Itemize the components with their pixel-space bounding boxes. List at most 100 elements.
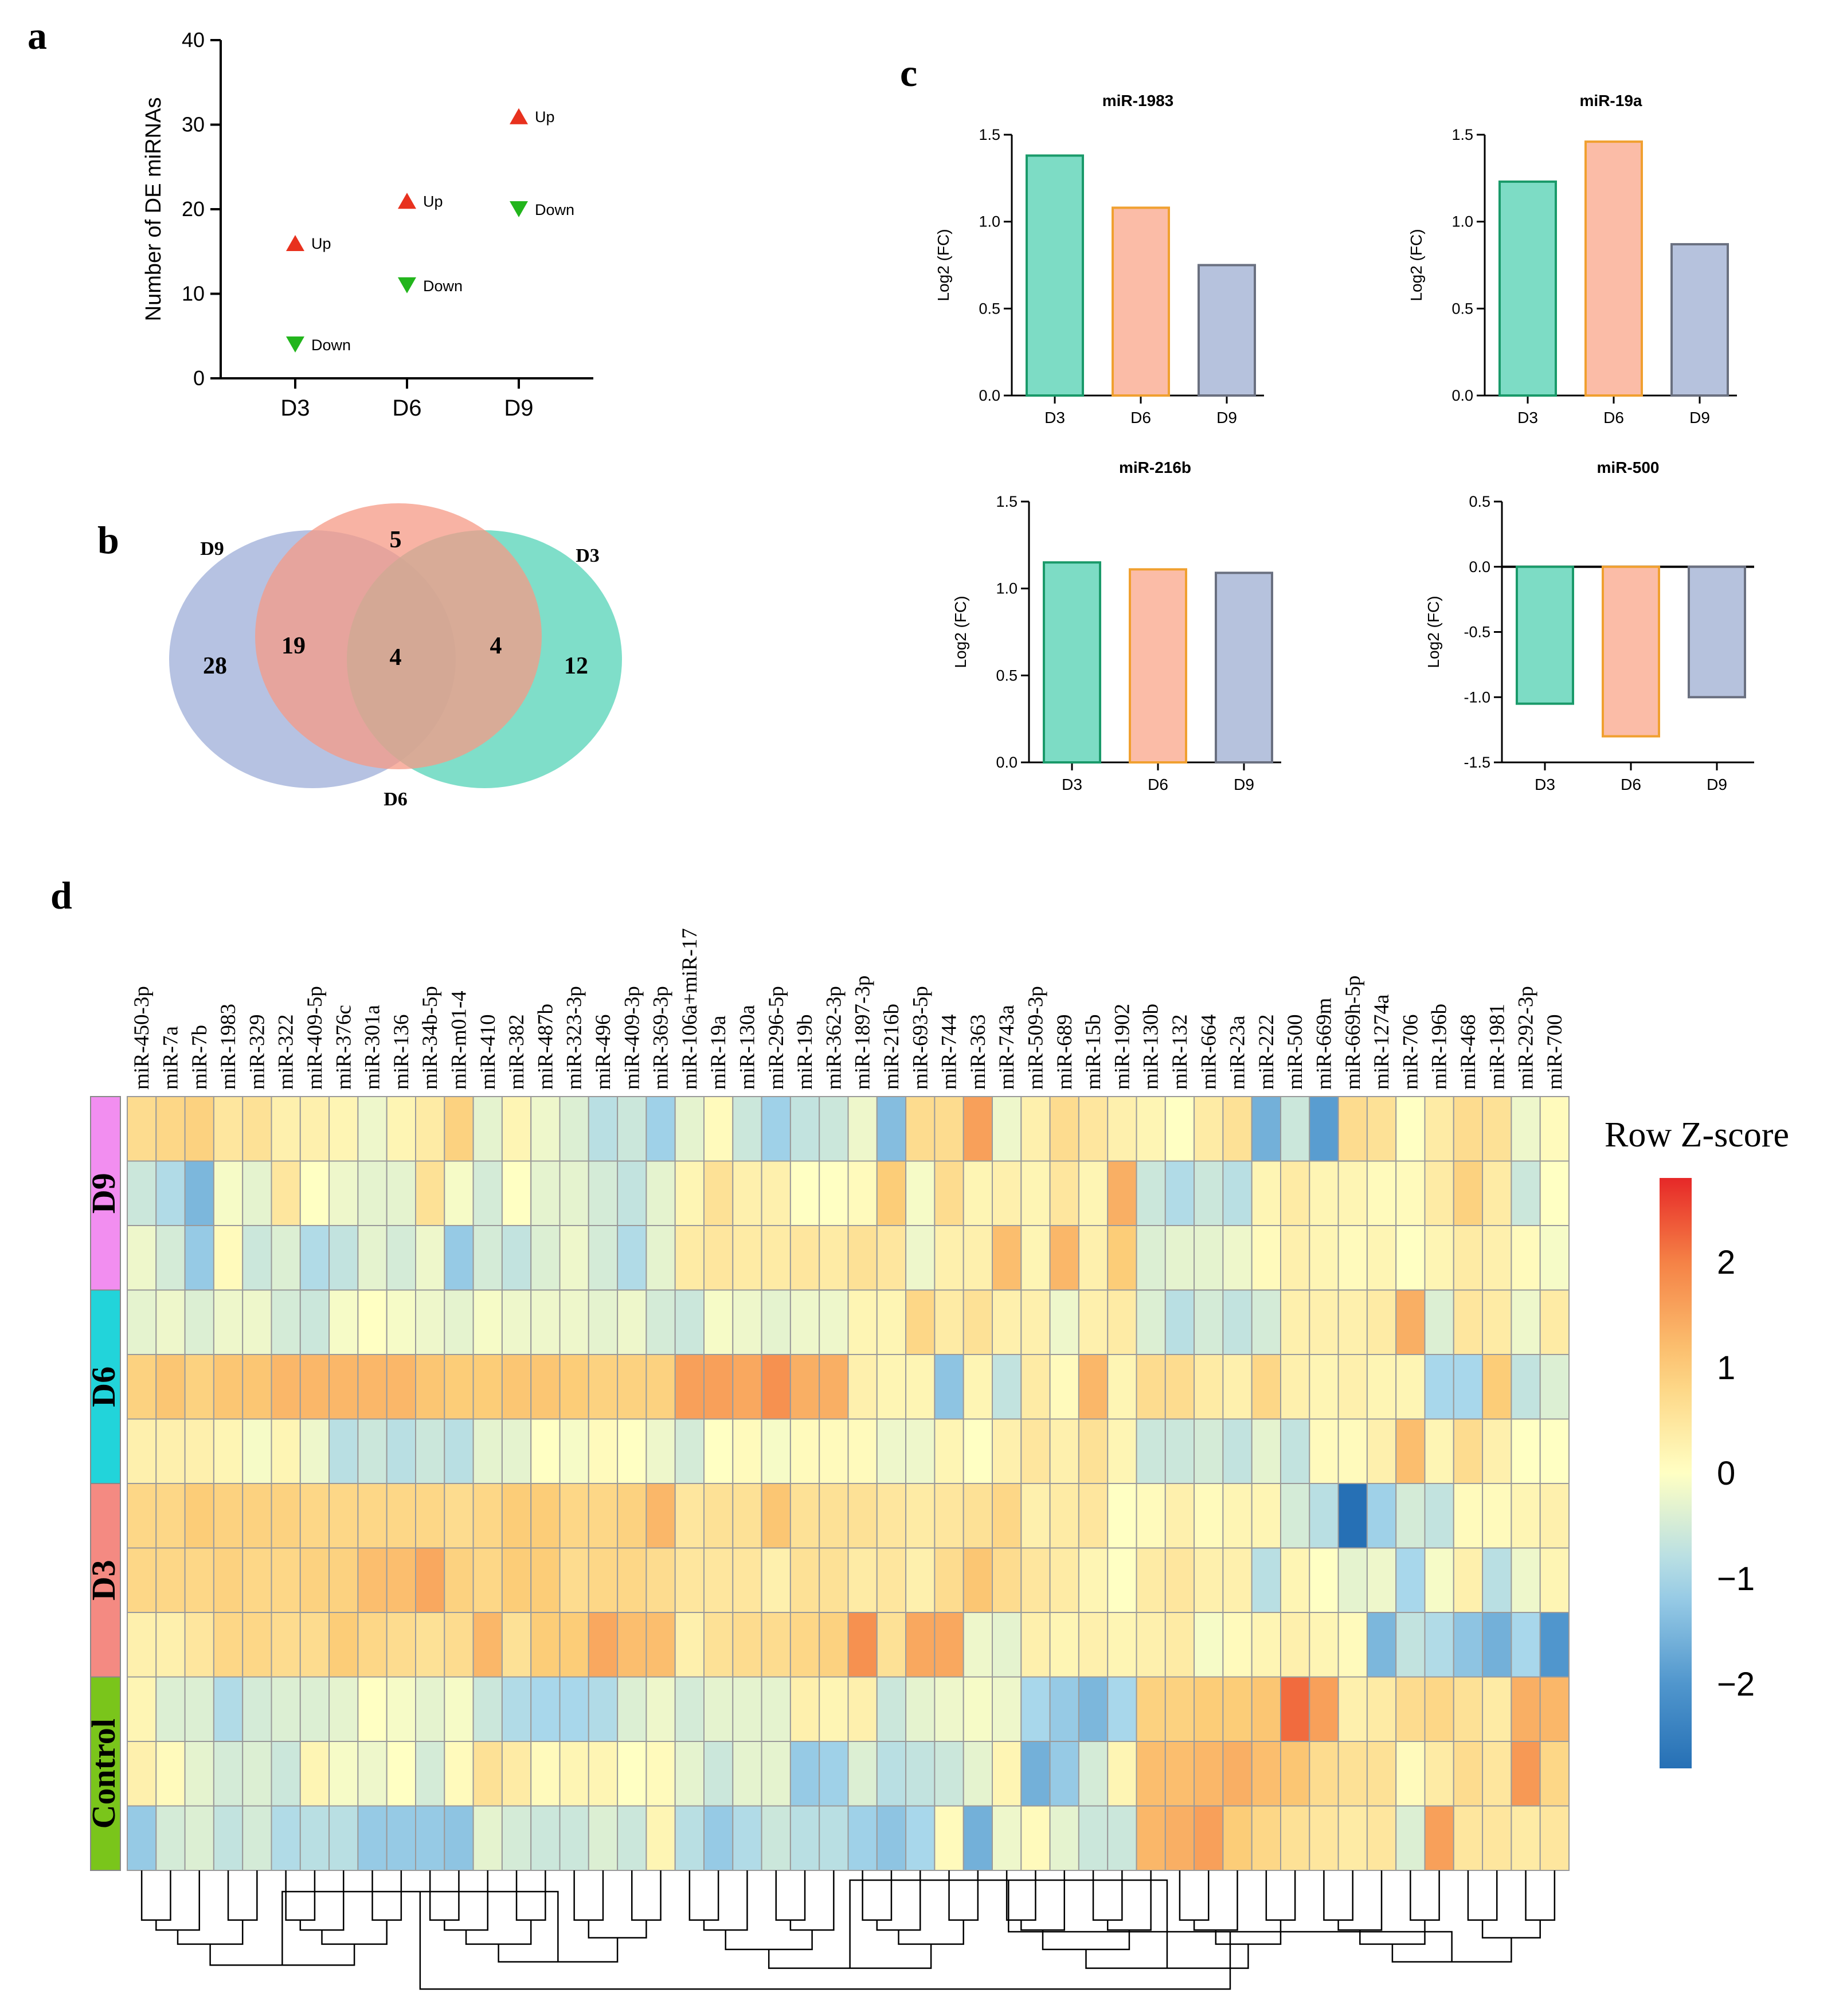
heatmap-cell — [357, 1676, 388, 1742]
heatmap-cell — [386, 1805, 417, 1871]
heatmap-cell — [1251, 1225, 1281, 1291]
x-tick-label: D9 — [1689, 409, 1710, 426]
heatmap-cell — [1194, 1289, 1224, 1355]
bar-d9 — [1670, 243, 1729, 397]
heatmap-cell — [1222, 1289, 1253, 1355]
venn-count-d6_d3: 4 — [490, 633, 502, 659]
heatmap-cell — [271, 1354, 301, 1420]
point-label-up: Up — [311, 235, 331, 252]
bar-chart-mir-216b: 0.0 0.5 1.0 1.5 miR-216b Log2 (FC) D3 D6 D9 — [952, 459, 1281, 793]
heatmap-cell — [819, 1289, 849, 1355]
bar-d9 — [1198, 264, 1256, 397]
heatmap-cell — [1366, 1483, 1397, 1549]
heatmap-cell — [703, 1225, 734, 1291]
heatmap-cell — [242, 1354, 272, 1420]
panel-label-c: c — [900, 51, 917, 95]
heatmap-cell — [1309, 1612, 1339, 1678]
dendrogram-branch — [573, 1870, 604, 1921]
heatmap-cell — [789, 1547, 820, 1613]
point-label-down: Down — [423, 277, 463, 295]
heatmap-cell — [1107, 1225, 1137, 1291]
heatmap-cell — [1222, 1225, 1253, 1291]
heatmap-cell — [1424, 1676, 1454, 1742]
heatmap-cell — [386, 1612, 417, 1678]
heatmap-cell — [299, 1354, 330, 1420]
heatmap-cell — [1251, 1547, 1281, 1613]
heatmap-cell — [242, 1741, 272, 1807]
heatmap-cell — [472, 1547, 503, 1613]
heatmap-cell — [1539, 1354, 1570, 1420]
heatmap-cell — [213, 1160, 244, 1226]
venn-count-d9_d6_d3: 4 — [390, 644, 402, 671]
y-tick-label: 0.5 — [979, 300, 1000, 317]
heatmap-cell — [617, 1225, 647, 1291]
heatmap-cell — [530, 1676, 561, 1742]
heatmap-cell — [1194, 1805, 1224, 1871]
x-tick-label: D3 — [1535, 776, 1555, 793]
heatmap-cell — [444, 1547, 474, 1613]
heatmap-cell — [732, 1547, 762, 1613]
heatmap-cell — [732, 1160, 762, 1226]
heatmap-cell — [127, 1676, 157, 1742]
heatmap-cell — [1395, 1418, 1426, 1484]
heatmap-cell — [1136, 1483, 1166, 1549]
heatmap-cell — [1482, 1805, 1512, 1871]
group-bar-d9 — [90, 1096, 121, 1291]
column-label: miR-132 — [1168, 1014, 1192, 1090]
bar-d9 — [1688, 565, 1746, 699]
venn-diagram: D9 D6 D3 28 5 12 19 4 4 — [169, 503, 622, 810]
heatmap-cell — [876, 1805, 907, 1871]
heatmap-cell — [530, 1805, 561, 1871]
heatmap-cell — [242, 1547, 272, 1613]
x-tick-label: D6 — [1130, 409, 1151, 426]
heatmap-cell — [357, 1289, 388, 1355]
point-label-up: Up — [535, 108, 555, 126]
heatmap-cell — [703, 1612, 734, 1678]
heatmap-cell — [617, 1741, 647, 1807]
legend-tick-label: −2 — [1717, 1666, 1755, 1703]
column-label: miR-743a — [995, 1005, 1019, 1090]
heatmap-cell — [415, 1612, 445, 1678]
heatmap-cell — [1164, 1225, 1195, 1291]
heatmap-cell — [1107, 1547, 1137, 1613]
heatmap-cell — [732, 1418, 762, 1484]
bar-chart-mir-19a: 0.0 0.5 1.0 1.5 miR-19a Log2 (FC) D3 D6 D9 — [1407, 92, 1737, 426]
heatmap-cell — [992, 1225, 1022, 1291]
heatmap-cell — [1164, 1612, 1195, 1678]
heatmap-cell — [559, 1225, 589, 1291]
heatmap-cell — [1511, 1676, 1541, 1742]
heatmap-cell — [299, 1289, 330, 1355]
y-tick-label: 1.5 — [1451, 126, 1473, 143]
heatmap-cell — [184, 1225, 214, 1291]
heatmap-cell — [905, 1354, 936, 1420]
column-label: miR-19b — [793, 1014, 817, 1090]
heatmap-cell — [819, 1805, 849, 1871]
column-label: miR-376c — [332, 1005, 355, 1090]
heatmap-cell — [588, 1289, 619, 1355]
heatmap-cell — [617, 1483, 647, 1549]
heatmap-cell — [328, 1225, 359, 1291]
heatmap-cell — [1309, 1160, 1339, 1226]
column-label: miR-196b — [1428, 1004, 1451, 1090]
column-label: miR-744 — [938, 1014, 961, 1090]
heatmap-cell — [962, 1418, 993, 1484]
column-label: miR-130a — [735, 1005, 759, 1090]
column-label: miR-693-5p — [909, 986, 932, 1090]
point-down-d3 — [286, 336, 304, 353]
heatmap-cell — [242, 1418, 272, 1484]
heatmap-cell — [299, 1096, 330, 1162]
heatmap-cell — [1482, 1289, 1512, 1355]
heatmap-cell — [703, 1096, 734, 1162]
heatmap-cell — [1337, 1483, 1368, 1549]
heatmap-cell — [1049, 1483, 1079, 1549]
heatmap-cell — [1136, 1354, 1166, 1420]
heatmap-cell — [1539, 1289, 1570, 1355]
heatmap-cell — [789, 1160, 820, 1226]
heatmap-cell — [703, 1547, 734, 1613]
heatmap-cell — [1337, 1160, 1368, 1226]
heatmap-cell — [847, 1096, 878, 1162]
heatmap-cell — [1395, 1483, 1426, 1549]
heatmap-cell — [617, 1547, 647, 1613]
heatmap-cell — [1251, 1418, 1281, 1484]
heatmap-cell — [1280, 1160, 1310, 1226]
